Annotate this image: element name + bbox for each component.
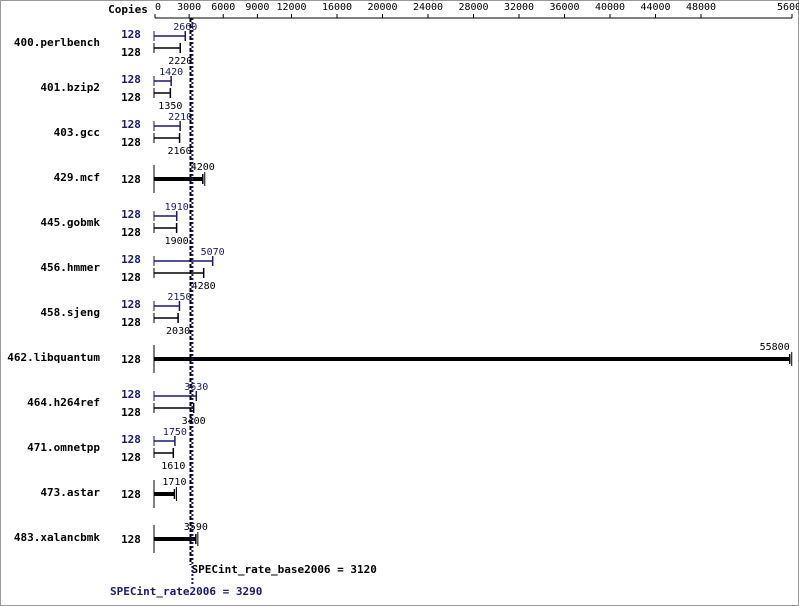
bar: [153, 525, 199, 553]
copies-label: 128: [121, 271, 141, 284]
bar: [153, 480, 177, 508]
bar: [153, 313, 179, 323]
value-label: 1910: [165, 202, 189, 213]
bar: [153, 345, 793, 373]
bar: [153, 391, 198, 401]
x-tick-label: 16000: [322, 2, 352, 13]
x-tick-label: 32000: [504, 2, 534, 13]
value-label: 3400: [182, 416, 206, 427]
bar: [153, 223, 178, 233]
x-tick-label: 28000: [458, 2, 488, 13]
x-tick-label: 24000: [413, 2, 443, 13]
value-label: 3590: [184, 522, 208, 533]
copies-label: 128: [121, 388, 141, 401]
value-label: 2160: [168, 146, 192, 157]
category-label: 462.libquantum: [7, 351, 100, 364]
x-tick-label: 40000: [595, 2, 625, 13]
value-label: 1350: [158, 101, 182, 112]
bar: [153, 301, 181, 311]
bar: [153, 436, 176, 446]
category-label: 458.sjeng: [40, 306, 100, 319]
value-label: 5070: [201, 247, 225, 258]
copies-label: 128: [121, 533, 141, 546]
bar: [153, 31, 187, 41]
copies-label: 128: [121, 91, 141, 104]
copies-label: 128: [121, 253, 141, 266]
value-label: 1420: [159, 67, 183, 78]
bar: [153, 165, 206, 193]
copies-header: Copies: [108, 3, 148, 16]
x-tick-label: 6000: [211, 2, 235, 13]
copies-label: 128: [121, 433, 141, 446]
copies-label: 128: [121, 118, 141, 131]
x-tick-label: 56000: [777, 2, 799, 13]
copies-label: 128: [121, 136, 141, 149]
category-label: 464.h264ref: [27, 396, 100, 409]
bar: [153, 268, 205, 278]
x-tick-label: 20000: [367, 2, 397, 13]
value-label: 55800: [760, 342, 790, 353]
category-label: 401.bzip2: [40, 81, 100, 94]
category-label: 400.perlbench: [14, 36, 100, 49]
category-label: 403.gcc: [54, 126, 100, 139]
bar: [153, 88, 172, 98]
copies-label: 128: [121, 226, 141, 239]
value-label: 1900: [165, 236, 189, 247]
copies-label: 128: [121, 46, 141, 59]
copies-label: 128: [121, 488, 141, 501]
value-label: 3630: [184, 382, 208, 393]
copies-label: 128: [121, 353, 141, 366]
value-label: 1710: [162, 477, 186, 488]
x-tick-label: 9000: [245, 2, 269, 13]
copies-label: 128: [121, 316, 141, 329]
x-tick-label: 3000: [177, 2, 201, 13]
value-label: 1610: [161, 461, 185, 472]
category-label: 471.omnetpp: [27, 441, 100, 454]
bar: [153, 403, 195, 413]
x-tick-label: 36000: [549, 2, 579, 13]
category-label: 456.hmmer: [40, 261, 100, 274]
value-label: 2030: [166, 326, 190, 337]
copies-label: 128: [121, 298, 141, 311]
bar: [153, 43, 182, 53]
copies-label: 128: [121, 28, 141, 41]
value-label: 2150: [167, 292, 191, 303]
category-label: 445.gobmk: [40, 216, 100, 229]
category-label: 429.mcf: [54, 171, 100, 184]
bar: [153, 256, 214, 266]
value-label: 4200: [191, 162, 215, 173]
value-label: 1750: [163, 427, 187, 438]
bar: [153, 211, 178, 221]
bar: [153, 121, 181, 131]
reference-label: SPECint_rate_base2006 = 3120: [191, 563, 376, 576]
copies-label: 128: [121, 406, 141, 419]
x-tick-label: 44000: [640, 2, 670, 13]
value-label: 4280: [192, 281, 216, 292]
bar: [153, 448, 175, 458]
copies-label: 128: [121, 173, 141, 186]
copies-label: 128: [121, 208, 141, 221]
x-tick-label: 0: [155, 2, 161, 13]
category-label: 473.astar: [40, 486, 100, 499]
reference-label: SPECint_rate2006 = 3290: [110, 585, 262, 598]
bar: [153, 76, 172, 86]
bar: [153, 133, 181, 143]
value-label: 2220: [168, 56, 192, 67]
value-label: 2660: [173, 22, 197, 33]
category-label: 483.xalancbmk: [14, 531, 100, 544]
copies-label: 128: [121, 451, 141, 464]
value-label: 2210: [168, 112, 192, 123]
x-tick-label: 12000: [276, 2, 306, 13]
x-tick-label: 48000: [686, 2, 716, 13]
copies-label: 128: [121, 73, 141, 86]
